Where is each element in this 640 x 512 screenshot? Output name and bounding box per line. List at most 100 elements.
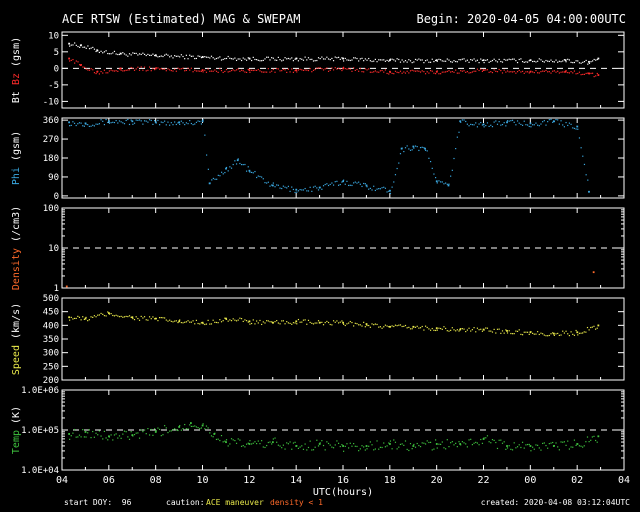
data-point-temp-0 [262,446,264,448]
data-point-temp-0 [488,441,490,443]
ytick-label-temp-2: 1.0E+06 [21,386,59,396]
data-point-phi-0 [366,186,368,188]
data-point-mag-0 [215,57,218,60]
data-point-temp-0 [389,440,392,442]
ytick-label-phi-4: 360 [43,116,59,126]
data-point-speed-0 [281,320,283,322]
data-point-temp-0 [344,445,346,447]
data-point-mag-0 [386,59,388,62]
data-point-phi-0 [533,124,535,126]
data-point-speed-0 [426,326,428,329]
data-point-mag-1 [75,60,77,62]
data-point-temp-0 [593,435,595,437]
data-point-mag-0 [117,53,119,56]
data-point-mag-0 [127,55,129,57]
data-point-mag-1 [172,70,174,72]
data-point-speed-0 [322,324,325,326]
data-point-mag-1 [597,74,600,76]
data-point-mag-1 [465,71,467,73]
data-point-mag-1 [113,70,116,72]
data-point-mag-0 [307,57,310,59]
ylabel-part-temp-1: (K) [11,406,22,430]
data-point-mag-0 [396,58,398,60]
data-point-temp-0 [511,449,514,451]
data-point-phi-0 [256,176,258,179]
data-point-temp-0 [165,427,167,429]
data-point-mag-1 [148,66,151,68]
data-point-mag-1 [456,72,458,74]
data-point-temp-0 [510,448,512,450]
data-point-mag-0 [346,59,348,61]
data-point-phi-0 [419,146,422,149]
data-point-speed-0 [332,320,335,322]
data-point-mag-1 [515,72,517,74]
data-point-mag-1 [496,71,499,73]
data-point-phi-0 [83,125,85,127]
data-point-mag-1 [408,72,410,74]
data-point-speed-0 [435,327,438,330]
data-point-mag-1 [332,69,335,71]
data-point-speed-0 [523,331,525,333]
data-point-mag-1 [348,68,350,70]
data-point-speed-0 [411,328,413,330]
data-point-temp-0 [234,439,236,442]
data-point-phi-0 [299,189,301,191]
data-point-mag-1 [127,69,129,71]
data-point-temp-0 [184,423,186,426]
data-point-phi-0 [332,184,335,186]
data-point-mag-0 [247,57,249,59]
ytick-label-density-0: 1 [54,284,59,294]
data-point-speed-0 [344,324,346,327]
data-point-phi-0 [128,123,131,126]
data-point-speed-0 [209,323,211,325]
data-point-mag-1 [553,70,555,72]
data-point-speed-0 [314,322,316,324]
data-point-phi-0 [538,125,540,127]
data-point-temp-0 [113,434,116,436]
data-point-mag-0 [245,59,248,61]
data-point-phi-0 [485,124,487,127]
data-point-mag-1 [573,70,576,72]
data-point-phi-0 [69,125,71,127]
data-point-mag-0 [434,59,437,62]
data-point-speed-0 [210,323,213,325]
data-point-speed-0 [463,328,465,330]
data-point-mag-1 [369,71,371,73]
data-point-mag-0 [424,60,427,62]
data-point-temp-0 [154,431,157,433]
data-point-mag-0 [510,58,512,61]
data-point-speed-0 [384,324,387,326]
data-point-mag-1 [115,70,117,72]
data-point-mag-0 [373,60,375,62]
data-point-temp-0 [164,425,166,427]
data-point-temp-0 [588,441,590,443]
data-point-phi-0 [376,188,378,190]
data-point-mag-1 [165,70,167,72]
data-point-mag-0 [453,60,455,62]
data-point-mag-0 [137,54,139,56]
data-point-temp-0 [493,439,495,442]
data-point-speed-0 [185,321,187,323]
data-point-phi-0 [506,120,509,122]
data-point-mag-1 [266,71,268,73]
data-point-temp-0 [585,441,587,443]
data-point-phi-0 [212,177,215,180]
data-point-temp-0 [369,441,371,443]
ylabel-part-mag-1: Bz [11,73,22,91]
data-point-mag-1 [219,68,221,70]
data-point-temp-0 [594,439,597,442]
data-point-mag-1 [174,68,176,70]
data-point-temp-0 [245,443,248,445]
data-point-mag-0 [150,54,152,56]
data-point-speed-0 [301,321,303,323]
data-point-mag-1 [107,72,109,74]
data-point-speed-0 [118,316,121,318]
data-point-speed-0 [550,333,552,335]
ylabel-part-density-0: Density [11,248,22,290]
data-point-phi-0 [473,124,475,126]
data-point-mag-0 [348,59,350,61]
data-point-mag-0 [354,57,356,59]
data-point-mag-1 [490,71,492,73]
data-point-mag-1 [175,70,177,72]
data-point-mag-0 [185,54,187,56]
